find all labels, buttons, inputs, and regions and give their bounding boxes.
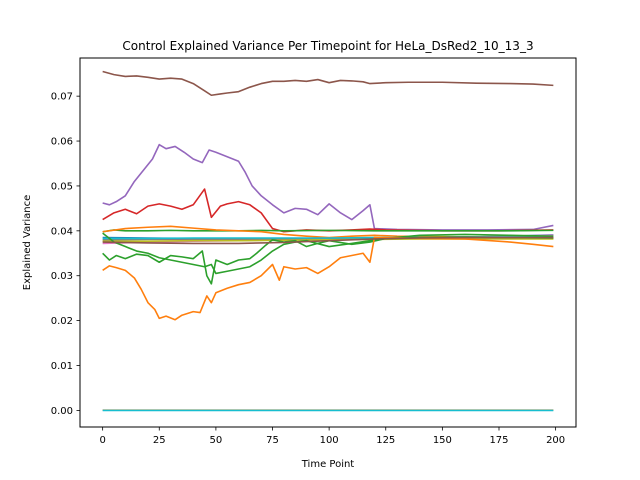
x-tick-label-6: 150 [433,435,452,446]
y-tick-label-0: 0.00 [51,406,73,417]
y-axis-label: Explained Variance [22,195,33,290]
x-axis-ticks: 0 25 50 75 100 125 150 175 200 [99,427,565,446]
series-line-0 [102,70,554,97]
plot-area: 0 25 50 75 100 125 150 175 200 0.000.010.020.030… [51,57,577,446]
plot-frame [79,57,577,428]
y-tick-label-6: 0.06 [51,137,73,148]
x-axis-label: Time Point [301,459,355,470]
x-tick-label-3: 75 [266,435,279,446]
series-line-13 [102,236,554,245]
series-line-10 [102,233,554,285]
x-tick-label-0: 0 [99,435,105,446]
y-tick-label-7: 0.07 [51,92,73,103]
x-tick-label-1: 25 [153,435,166,446]
x-tick-label-4: 100 [320,435,339,446]
y-tick-label-2: 0.02 [51,316,73,327]
y-tick-label-5: 0.05 [51,181,73,192]
x-tick-label-8: 200 [546,435,565,446]
chart-title: Control Explained Variance Per Timepoint… [122,39,533,53]
x-tick-label-5: 125 [376,435,395,446]
y-tick-label-3: 0.03 [51,271,73,282]
series-line-12 [102,236,554,321]
x-tick-label-7: 175 [489,435,508,446]
series-line-2 [102,188,554,233]
x-tick-label-2: 50 [210,435,223,446]
series-line-1 [102,143,554,231]
series-line-8 [102,238,554,242]
y-axis-ticks: 0.00 0.01 0.02 0.03 0.04 0.05 0.06 0.07 [51,92,80,417]
y-tick-label-1: 0.01 [51,361,73,372]
series-layer [102,70,554,412]
y-tick-label-4: 0.04 [51,226,73,237]
